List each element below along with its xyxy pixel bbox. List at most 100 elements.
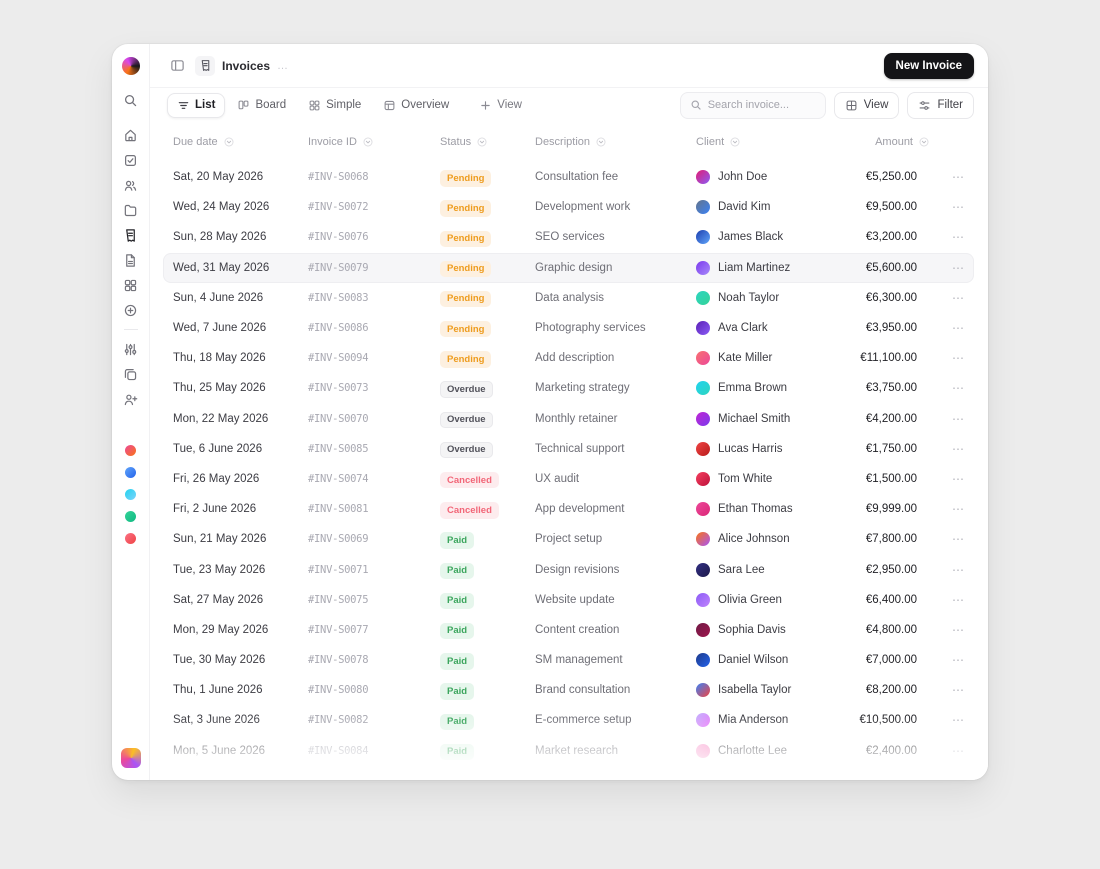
search-invoice-box[interactable] bbox=[679, 91, 826, 119]
tab-board[interactable]: Board bbox=[227, 93, 296, 118]
table-row[interactable]: Tue, 30 May 2026 #INV-S0078 Paid SM mana… bbox=[163, 645, 974, 675]
table-row[interactable]: Mon, 5 June 2026 #INV-S0084 Paid Market … bbox=[163, 736, 974, 766]
table-row[interactable]: Thu, 1 June 2026 #INV-S0080 Paid Brand c… bbox=[163, 675, 974, 705]
table-row[interactable]: Fri, 2 June 2026 #INV-S0081 Cancelled Ap… bbox=[163, 494, 974, 524]
row-actions-button[interactable]: ⋯ bbox=[952, 532, 964, 547]
table-row[interactable]: Sat, 20 May 2026 #INV-S0068 Pending Cons… bbox=[163, 162, 974, 192]
column-header-invoice-id[interactable]: Invoice ID bbox=[308, 136, 440, 148]
column-header-client[interactable]: Client bbox=[696, 136, 822, 148]
row-actions-button[interactable]: ⋯ bbox=[952, 321, 964, 336]
table-row[interactable]: Fri, 26 May 2026 #INV-S0074 Cancelled UX… bbox=[163, 464, 974, 494]
row-actions-button[interactable]: ⋯ bbox=[952, 170, 964, 185]
client-name: Sara Lee bbox=[718, 563, 765, 576]
table-row[interactable]: Thu, 25 May 2026 #INV-S0073 Overdue Mark… bbox=[163, 373, 974, 403]
status-badge: Paid bbox=[440, 713, 475, 730]
workspace-avatar[interactable] bbox=[125, 445, 136, 456]
client-name: Noah Taylor bbox=[718, 291, 780, 304]
table-row[interactable]: Wed, 24 May 2026 #INV-S0072 Pending Deve… bbox=[163, 192, 974, 222]
sidebar-toggle-icon[interactable] bbox=[170, 58, 185, 73]
workspace-avatar[interactable] bbox=[125, 467, 136, 478]
cell-description: SM management bbox=[535, 654, 623, 667]
cell-description: SEO services bbox=[535, 231, 605, 244]
settings-sliders-icon[interactable] bbox=[123, 341, 139, 357]
table-row[interactable]: Sat, 3 June 2026 #INV-S0082 Paid E-comme… bbox=[163, 705, 974, 735]
client-avatar bbox=[696, 290, 710, 305]
workspace-avatar[interactable] bbox=[125, 511, 136, 522]
row-actions-button[interactable]: ⋯ bbox=[952, 260, 964, 275]
row-actions-button[interactable]: ⋯ bbox=[952, 411, 964, 426]
folder-icon[interactable] bbox=[123, 202, 139, 218]
row-actions-button[interactable]: ⋯ bbox=[952, 441, 964, 456]
client-name: Kate Miller bbox=[718, 352, 773, 365]
table-row[interactable]: Wed, 31 May 2026 #INV-S0079 Pending Grap… bbox=[163, 252, 974, 283]
tab-overview[interactable]: Overview bbox=[373, 93, 459, 118]
add-circle-icon[interactable] bbox=[123, 302, 139, 318]
table-row[interactable]: Mon, 22 May 2026 #INV-S0070 Overdue Mont… bbox=[163, 404, 974, 434]
search-invoice-input[interactable] bbox=[707, 99, 816, 111]
column-option-icon bbox=[730, 137, 740, 147]
row-actions-button[interactable]: ⋯ bbox=[952, 592, 964, 607]
workspace-avatar[interactable] bbox=[125, 533, 136, 544]
row-actions-button[interactable]: ⋯ bbox=[952, 562, 964, 577]
column-header-amount[interactable]: Amount bbox=[822, 136, 942, 148]
table-row[interactable]: Sun, 21 May 2026 #INV-S0069 Paid Project… bbox=[163, 524, 974, 554]
table-row[interactable]: Sun, 28 May 2026 #INV-S0076 Pending SEO … bbox=[163, 222, 974, 252]
cell-amount: €5,250.00 bbox=[865, 171, 917, 184]
table-row[interactable]: Mon, 29 May 2026 #INV-S0077 Paid Content… bbox=[163, 615, 974, 645]
table-row[interactable]: Thu, 18 May 2026 #INV-S0094 Pending Add … bbox=[163, 343, 974, 373]
table-row[interactable]: Sat, 27 May 2026 #INV-S0075 Paid Website… bbox=[163, 585, 974, 615]
tab-simple[interactable]: Simple bbox=[298, 93, 371, 118]
invite-user-icon[interactable] bbox=[123, 391, 139, 407]
cell-client: Daniel Wilson bbox=[696, 653, 822, 668]
row-actions-button[interactable]: ⋯ bbox=[952, 683, 964, 698]
document-icon[interactable] bbox=[123, 252, 139, 268]
users-icon[interactable] bbox=[123, 177, 139, 193]
cell-due-date: Sun, 28 May 2026 bbox=[173, 231, 267, 244]
column-header-status[interactable]: Status bbox=[440, 136, 535, 148]
cell-due-date: Sun, 21 May 2026 bbox=[173, 533, 267, 546]
column-header-due-date[interactable]: Due date bbox=[173, 136, 308, 148]
row-actions-button[interactable]: ⋯ bbox=[952, 471, 964, 486]
row-actions-button[interactable]: ⋯ bbox=[952, 653, 964, 668]
status-badge: Paid bbox=[440, 743, 475, 761]
cell-due-date: Thu, 25 May 2026 bbox=[173, 382, 266, 395]
search-icon[interactable] bbox=[123, 92, 139, 108]
row-actions-button[interactable]: ⋯ bbox=[952, 502, 964, 517]
cell-status: Cancelled bbox=[440, 500, 535, 519]
table-row[interactable]: Sun, 4 June 2026 #INV-S0083 Pending Data… bbox=[163, 283, 974, 313]
cell-invoice-id: #INV-S0081 bbox=[308, 503, 369, 516]
table-row[interactable]: Wed, 7 June 2026 #INV-S0086 Pending Phot… bbox=[163, 313, 974, 343]
layers-icon[interactable] bbox=[123, 366, 139, 382]
add-view-button[interactable]: View bbox=[469, 93, 532, 118]
view-options-button[interactable]: View bbox=[833, 91, 900, 119]
column-header-description[interactable]: Description bbox=[535, 136, 696, 148]
row-actions-button[interactable]: ⋯ bbox=[952, 230, 964, 245]
cell-status: Pending bbox=[440, 319, 535, 338]
row-actions-button[interactable]: ⋯ bbox=[952, 743, 964, 758]
breadcrumb-more-icon[interactable]: … bbox=[277, 59, 289, 72]
cell-description: Development work bbox=[535, 201, 631, 214]
tab-list[interactable]: List bbox=[167, 92, 226, 118]
filter-button[interactable]: Filter bbox=[907, 91, 974, 119]
row-actions-button[interactable]: ⋯ bbox=[952, 381, 964, 396]
table-row[interactable]: Tue, 6 June 2026 #INV-S0085 Overdue Tech… bbox=[163, 434, 974, 464]
column-option-icon bbox=[477, 137, 487, 147]
client-avatar bbox=[696, 471, 710, 486]
tasks-icon[interactable] bbox=[123, 152, 139, 168]
row-actions-button[interactable]: ⋯ bbox=[952, 351, 964, 366]
new-invoice-button[interactable]: New Invoice bbox=[883, 52, 974, 79]
row-actions-button[interactable]: ⋯ bbox=[952, 713, 964, 728]
workspace-logo[interactable] bbox=[120, 748, 141, 768]
client-name: Charlotte Lee bbox=[718, 744, 788, 757]
row-actions-button[interactable]: ⋯ bbox=[952, 622, 964, 637]
apps-grid-icon[interactable] bbox=[123, 277, 139, 293]
row-actions-button[interactable]: ⋯ bbox=[952, 200, 964, 215]
home-icon[interactable] bbox=[123, 127, 139, 143]
cell-client: Isabella Taylor bbox=[696, 683, 822, 698]
cell-description: Website update bbox=[535, 593, 615, 606]
cell-description: Graphic design bbox=[535, 261, 613, 274]
invoices-nav-icon[interactable] bbox=[123, 227, 139, 243]
table-row[interactable]: Tue, 23 May 2026 #INV-S0071 Paid Design … bbox=[163, 554, 974, 584]
workspace-avatar[interactable] bbox=[125, 489, 136, 500]
row-actions-button[interactable]: ⋯ bbox=[952, 290, 964, 305]
